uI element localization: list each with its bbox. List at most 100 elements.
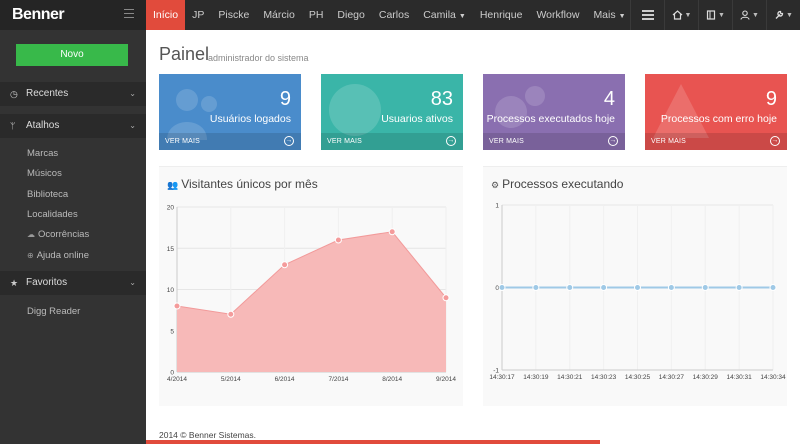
sidebar-item-ocorrencias[interactable]: ☁ Ocorrências — [27, 229, 89, 240]
x-tick-label: 14:30:19 — [523, 374, 549, 381]
data-point[interactable] — [334, 236, 342, 244]
nav-item-piscke[interactable]: Piscke — [211, 0, 256, 30]
data-point[interactable] — [667, 284, 675, 291]
visitors-area-chart: 0 5 10 15 20 4/2014 5/2014 6/2014 7/2014 8/2014 9/… — [167, 205, 457, 384]
brand-area: Benner — [0, 0, 146, 30]
panel-title: ⚙ Processos executando — [491, 177, 623, 191]
nav-item-henrique[interactable]: Henrique — [473, 0, 530, 30]
sidebar: Novo ◷ Recentes ⌄ ᛘ Atalhos ⌄ Marcas Mús… — [0, 30, 146, 444]
x-tick-label: 14:30:34 — [760, 374, 786, 381]
sidebar-item-musicos[interactable]: Músicos — [27, 168, 62, 179]
brand-logo[interactable]: Benner — [12, 6, 65, 23]
y-tick-label: 5 — [170, 328, 174, 335]
data-point[interactable] — [173, 302, 181, 310]
view-more-link[interactable]: VER MAIS → — [159, 133, 301, 150]
globe-icon — [329, 84, 381, 136]
card-value: 9 — [279, 88, 291, 110]
data-point[interactable] — [532, 284, 540, 291]
series-area — [177, 231, 446, 372]
page-subtitle: administrador do sistema — [208, 53, 309, 63]
nav-item-ph[interactable]: PH — [302, 0, 331, 30]
nav-item-label: Piscke — [218, 9, 250, 21]
users-icon: 👥 — [167, 180, 179, 190]
book-icon[interactable]: ▼ — [698, 0, 732, 30]
nav-item-jp[interactable]: JP — [185, 0, 211, 30]
card-processos-com-erro: 9 Processos com erro hoje VER MAIS → — [645, 74, 787, 150]
data-point[interactable] — [281, 261, 289, 269]
x-tick-label: 7/2014 — [328, 376, 348, 383]
card-value: 83 — [430, 88, 453, 110]
list-icon[interactable] — [630, 0, 664, 30]
data-point[interactable] — [735, 284, 743, 291]
x-tick-label: 14:30:29 — [693, 374, 719, 381]
nav-item-márcio[interactable]: Márcio — [256, 0, 302, 30]
chevron-down-icon: ⌄ — [129, 278, 136, 287]
section-label: Atalhos — [26, 120, 60, 131]
panel-title: 👥 Visitantes únicos por mês — [167, 177, 318, 191]
data-point[interactable] — [498, 284, 506, 291]
nav-item-label: Márcio — [263, 9, 295, 21]
data-point[interactable] — [442, 294, 450, 302]
users-icon — [167, 89, 217, 140]
warning-icon — [653, 84, 709, 138]
nav-item-workflow[interactable]: Workflow — [529, 0, 586, 30]
x-tick-label: 14:30:23 — [591, 374, 617, 381]
page-title: Painel — [159, 44, 210, 64]
wrench-icon[interactable]: ▼ — [766, 0, 800, 30]
data-point[interactable] — [566, 284, 574, 291]
y-tick-label: -1 — [493, 368, 499, 375]
sidebar-section-favoritos[interactable]: ★ Favoritos ⌄ — [0, 271, 146, 295]
sidebar-item-localidades[interactable]: Localidades — [27, 209, 78, 220]
globe-icon: ⊕ — [27, 251, 34, 260]
section-label: Recentes — [26, 88, 69, 99]
card-value: 4 — [603, 88, 615, 110]
menu-toggle-icon[interactable] — [124, 9, 134, 21]
sidebar-item-digg-reader[interactable]: Digg Reader — [27, 306, 81, 317]
x-tick-label: 4/2014 — [167, 376, 187, 383]
nav-item-label: PH — [308, 9, 324, 21]
nav-item-camila[interactable]: Camila ▼ — [416, 0, 473, 30]
sidebar-item-ajuda-online[interactable]: ⊕ Ajuda online — [27, 250, 89, 261]
top-navbar: Benner Início JP Piscke Márcio PH Diego Carlos… — [0, 0, 800, 30]
new-button[interactable]: Novo — [16, 44, 128, 66]
view-more-link[interactable]: VER MAIS → — [645, 133, 787, 150]
nav-item-mais[interactable]: Mais ▼ — [586, 0, 632, 30]
y-tick-label: 0 — [170, 370, 174, 377]
chevron-down-icon: ▼ — [618, 13, 626, 20]
panel-processos: ⚙ Processos executando -1 0 1 14:30:17 14:30:… — [483, 166, 787, 406]
chart-title: Visitantes únicos por mês — [181, 177, 318, 191]
star-icon: ★ — [10, 278, 19, 288]
card-processos-executados: 4 Processos executados hoje VER MAIS → — [483, 74, 625, 150]
user-icon[interactable]: ▼ — [732, 0, 766, 30]
data-point[interactable] — [701, 284, 709, 291]
sidebar-section-atalhos[interactable]: ᛘ Atalhos ⌄ — [0, 114, 146, 138]
view-more-link[interactable]: VER MAIS → — [321, 133, 463, 150]
sidebar-item-marcas[interactable]: Marcas — [27, 148, 59, 159]
card-label: Usuarios ativos — [381, 113, 453, 125]
nav-item-label: Camila — [423, 9, 456, 21]
nav-item-label: Workflow — [536, 9, 580, 21]
nav-item-label: Diego — [337, 9, 365, 21]
nav-item-início[interactable]: Início — [146, 0, 186, 30]
arrow-right-icon: → — [284, 136, 294, 146]
series-line — [176, 231, 447, 315]
sidebar-section-recentes[interactable]: ◷ Recentes ⌄ — [0, 82, 146, 106]
home-icon[interactable]: ▼ — [664, 0, 698, 30]
x-tick-label: 9/2014 — [436, 376, 456, 383]
nav-item-label: Carlos — [378, 9, 410, 21]
card-usuarios-ativos: 83 Usuarios ativos VER MAIS → — [321, 74, 463, 150]
data-point[interactable] — [634, 284, 641, 291]
view-more-label: VER MAIS — [489, 138, 525, 145]
x-tick-label: 14:30:27 — [659, 374, 685, 381]
data-point[interactable] — [600, 284, 608, 291]
data-point[interactable] — [769, 284, 777, 291]
nav-item-carlos[interactable]: Carlos — [372, 0, 416, 30]
data-point[interactable] — [388, 228, 396, 236]
x-tick-label: 14:30:25 — [625, 374, 651, 381]
view-more-link[interactable]: VER MAIS → — [483, 133, 625, 150]
card-label: Processos com erro hoje — [660, 113, 777, 125]
sidebar-item-biblioteca[interactable]: Biblioteca — [27, 189, 69, 200]
data-point[interactable] — [227, 310, 235, 318]
nav-item-diego[interactable]: Diego — [330, 0, 371, 30]
card-label: Usuários logados — [209, 113, 291, 125]
